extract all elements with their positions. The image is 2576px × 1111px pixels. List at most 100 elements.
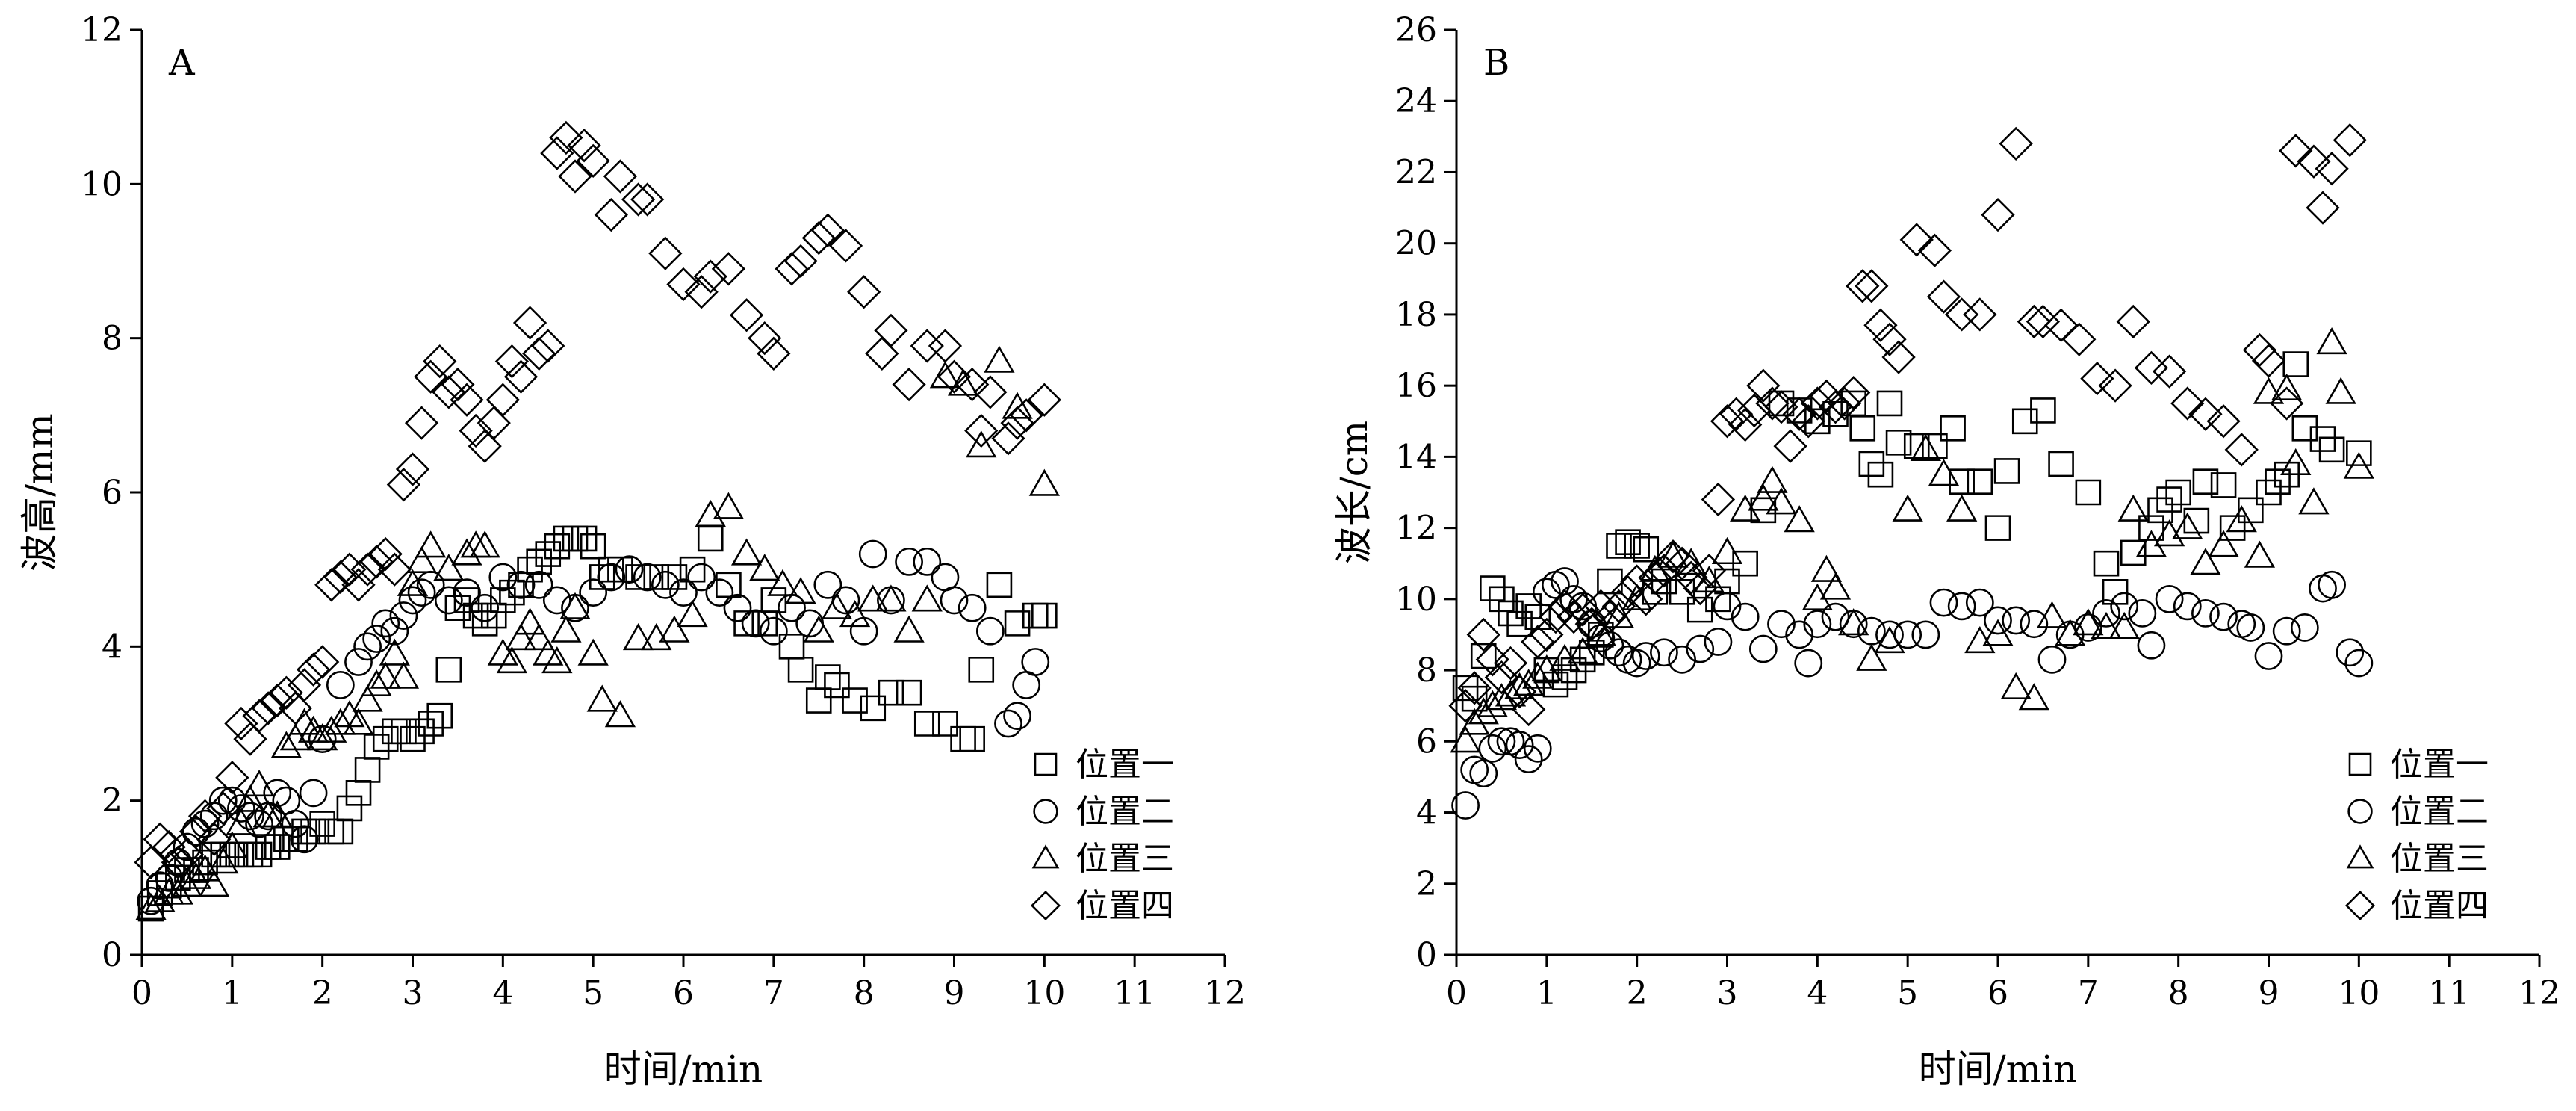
data-point <box>325 708 356 735</box>
data-point <box>1451 791 1480 820</box>
legend-item: 位置二 <box>2347 793 2489 831</box>
data-point <box>2306 191 2340 225</box>
data-point <box>828 229 863 263</box>
data-point <box>1629 582 1663 616</box>
data-point <box>2236 613 2265 642</box>
data-point <box>1487 727 1516 756</box>
data-point <box>2000 672 2032 699</box>
data-point <box>1489 586 1515 613</box>
data-point <box>379 638 410 666</box>
y-tick-label: 6 <box>102 474 122 512</box>
data-point <box>1963 297 1997 332</box>
data-point <box>2290 613 2319 642</box>
data-point <box>1003 702 1031 731</box>
data-point <box>173 832 202 861</box>
data-point <box>2120 539 2147 566</box>
series-2 <box>137 539 1050 915</box>
data-point <box>2062 322 2097 356</box>
data-point <box>1551 567 1579 595</box>
data-point <box>695 499 726 527</box>
data-point <box>386 468 421 502</box>
y-tick-label: 4 <box>102 628 122 666</box>
data-point <box>2091 611 2122 640</box>
data-point <box>2191 598 2220 628</box>
y-tick-label: 24 <box>1395 82 1437 120</box>
data-point <box>759 616 788 646</box>
data-point <box>2098 368 2132 403</box>
data-point <box>237 841 264 868</box>
data-point <box>531 329 565 363</box>
x-tick-label: 7 <box>2078 974 2099 1012</box>
data-point <box>615 555 644 584</box>
data-point <box>2108 611 2140 640</box>
data-point <box>741 609 770 638</box>
data-point <box>287 668 322 702</box>
data-point <box>179 814 214 849</box>
data-point <box>395 452 430 486</box>
data-point <box>895 547 923 576</box>
data-point <box>553 525 580 552</box>
data-point <box>255 834 282 860</box>
data-point <box>354 757 381 783</box>
data-point <box>1910 433 1941 461</box>
data-point <box>713 492 745 519</box>
data-point <box>2244 540 2276 568</box>
data-point <box>1863 308 1898 342</box>
data-point <box>805 687 832 714</box>
data-point <box>170 838 205 872</box>
data-point <box>494 344 530 379</box>
data-point <box>1002 392 1033 419</box>
data-point <box>1801 583 1833 610</box>
data-point <box>1480 575 1506 601</box>
data-point <box>503 359 539 394</box>
data-point <box>2190 548 2221 575</box>
y-tick-label: 0 <box>1416 936 1437 974</box>
data-point <box>1875 620 1904 649</box>
data-point <box>1477 690 1508 717</box>
data-point <box>1604 638 1633 667</box>
data-point <box>2030 397 2056 424</box>
data-point <box>1728 407 1763 442</box>
data-point <box>1651 568 1677 595</box>
data-point <box>206 791 240 826</box>
data-point <box>659 615 690 643</box>
series-1 <box>1452 351 2372 712</box>
data-point <box>1785 620 1814 649</box>
data-point <box>994 709 1022 738</box>
legend-marker <box>1031 844 1060 869</box>
data-point <box>1855 269 1889 303</box>
data-point <box>1984 606 2012 635</box>
data-point <box>641 622 672 651</box>
data-point <box>1911 620 1940 649</box>
data-point <box>1461 685 1488 712</box>
data-point <box>1993 458 2020 484</box>
data-point <box>1849 415 1876 442</box>
data-point <box>1981 197 2015 232</box>
data-point <box>1597 568 1623 595</box>
data-point <box>162 877 193 905</box>
data-point <box>2165 479 2191 506</box>
data-point <box>1686 596 1713 623</box>
data-point <box>1984 515 2011 541</box>
data-point <box>693 259 727 294</box>
data-point <box>666 267 701 302</box>
data-point <box>189 854 221 882</box>
data-point <box>2080 361 2114 396</box>
data-point <box>2254 642 2283 670</box>
legend-label: 位置四 <box>1076 887 1174 925</box>
data-point <box>487 638 518 666</box>
y-tick-label: 10 <box>1395 581 1437 619</box>
data-point <box>1448 689 1483 723</box>
x-tick-label: 10 <box>2338 974 2380 1012</box>
data-point <box>730 538 763 566</box>
data-point <box>460 530 491 558</box>
data-point <box>1638 560 1672 595</box>
data-point <box>1713 592 1742 621</box>
data-point <box>1515 593 1542 619</box>
legend-marker <box>2348 752 2372 776</box>
data-point <box>1668 645 1696 674</box>
series-1 <box>137 525 1058 922</box>
data-point <box>368 536 403 572</box>
data-point <box>1711 536 1743 565</box>
data-point <box>669 578 698 607</box>
